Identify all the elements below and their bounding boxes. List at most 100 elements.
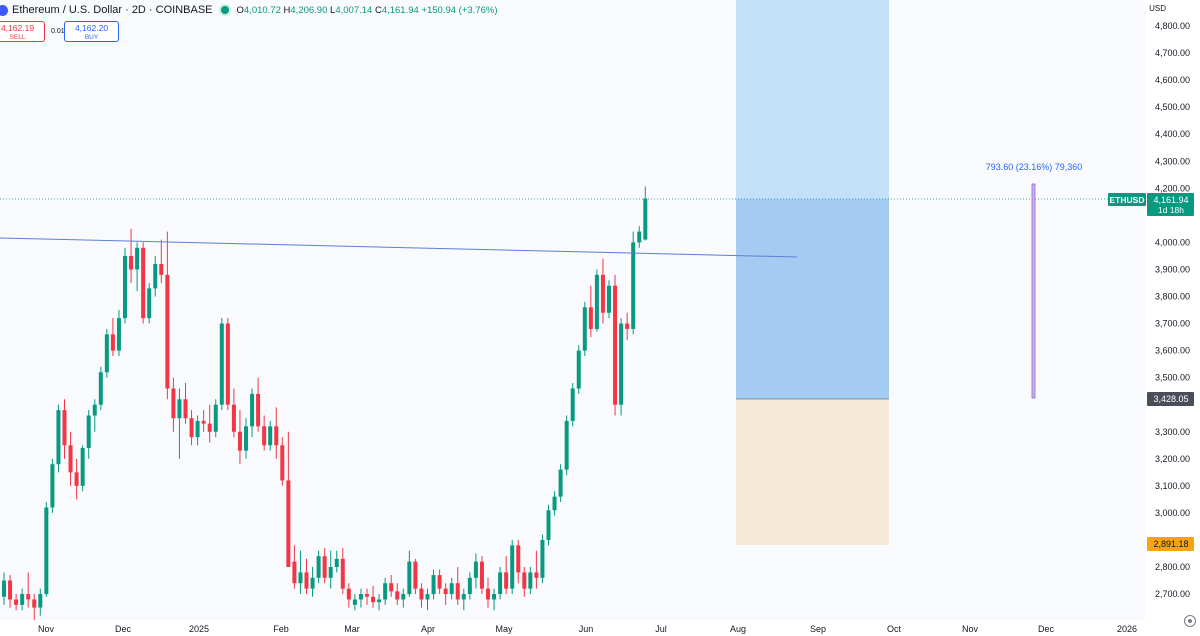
candle-body	[201, 420, 206, 424]
price-tick-label: 4,400.00	[1155, 129, 1190, 139]
ethereum-logo-icon	[0, 4, 8, 16]
candle-body	[322, 556, 327, 578]
countdown-label: 1d 18h	[1158, 205, 1184, 215]
trendline[interactable]	[0, 237, 798, 258]
candle-body	[607, 285, 611, 313]
time-tick-label: Jun	[579, 624, 594, 634]
price-tick-label: 4,500.00	[1155, 102, 1190, 112]
spread-value: 0.01	[51, 28, 65, 35]
candle-body	[135, 247, 140, 270]
candle-body	[141, 247, 146, 319]
price-tick-label: 3,800.00	[1155, 292, 1190, 302]
candle-body	[449, 583, 454, 595]
candle-body	[413, 561, 418, 589]
candle-body	[461, 594, 466, 600]
time-tick-label: 2026	[1117, 624, 1137, 634]
low-value: 4,007.14	[335, 4, 373, 16]
candle-body	[274, 426, 279, 446]
candle-body	[237, 431, 242, 451]
sell-price: 4,162.19	[0, 23, 35, 33]
candle-body	[358, 594, 363, 600]
time-tick-label: Mar	[344, 624, 360, 634]
candle-body	[365, 594, 369, 597]
ethusd-symbol-tag	[1108, 193, 1146, 206]
candle-body	[552, 496, 557, 511]
chart-header: Ethereum / U.S. Dollar · 2D · COINBASE O…	[0, 0, 498, 20]
price-tick-label: 4,800.00	[1155, 21, 1190, 31]
candle-body	[189, 418, 194, 438]
candle-body	[147, 288, 152, 319]
close-label: C	[374, 4, 382, 16]
target-zone-upper	[736, 0, 889, 199]
candle-body	[395, 591, 400, 600]
market-open-icon	[220, 6, 229, 14]
stop-price-label: 3,428.05	[1153, 394, 1188, 404]
candle-body	[631, 242, 636, 329]
candle-body	[588, 307, 593, 329]
candle-body	[546, 510, 551, 540]
candle-body	[153, 264, 158, 289]
candle-body	[231, 404, 236, 432]
stop-zone	[736, 399, 889, 545]
candle-body	[298, 572, 303, 584]
buy-button[interactable]: 4,162.20 BUY	[64, 21, 119, 42]
candle-body	[183, 399, 188, 419]
candle-body	[32, 599, 37, 608]
price-tick-label: 2,800.00	[1155, 562, 1190, 572]
time-tick-label: 2025	[189, 624, 209, 634]
candle-body	[280, 445, 285, 481]
price-tick-label: 4,600.00	[1155, 75, 1190, 85]
price-axis-background	[1145, 0, 1200, 636]
candle-body	[80, 447, 85, 486]
ethusd-symbol-label: ETHUSD	[1110, 195, 1145, 205]
candle-body	[498, 572, 503, 595]
candle-body	[171, 388, 176, 419]
candle-body	[540, 539, 545, 578]
price-tick-label: 3,900.00	[1155, 264, 1190, 274]
target-zone-lower	[736, 199, 889, 399]
candle-body	[558, 469, 563, 497]
time-tick-label: May	[495, 624, 513, 634]
measure-bar[interactable]	[1031, 183, 1036, 399]
symbol-title[interactable]: Ethereum / U.S. Dollar · 2D · COINBASE	[12, 4, 213, 16]
chart-settings-icon[interactable]	[1184, 615, 1196, 627]
time-tick-label: Dec	[115, 624, 132, 634]
candle-body	[207, 423, 212, 432]
candle-body	[352, 599, 357, 605]
candle-body	[129, 255, 134, 270]
sell-button[interactable]: 4,162.19 SELL	[0, 21, 45, 42]
candle-body	[110, 334, 115, 351]
time-tick-label: Apr	[421, 624, 435, 634]
candle-body	[213, 404, 218, 432]
price-tick-label: 3,700.00	[1155, 319, 1190, 329]
time-tick-label: Dec	[1038, 624, 1055, 634]
time-tick-label: Aug	[730, 624, 746, 634]
candle-body	[564, 420, 569, 470]
time-axis-ticks: Nov Dec 2025 Feb Mar Apr May Jun Jul Aug Sep Oct Nov…	[38, 624, 1137, 634]
candle-body	[582, 307, 587, 351]
currency-label[interactable]: USD	[1149, 4, 1166, 13]
candle-body	[38, 594, 43, 608]
open-label: O	[236, 4, 244, 16]
target-price-label: 2,891.18	[1153, 539, 1188, 549]
candle-body	[389, 583, 394, 592]
candle-body	[268, 426, 273, 446]
ohlc-values: O4,010.72 H4,206.90 L4,007.14 C4,161.94 …	[237, 5, 498, 16]
candle-body	[219, 323, 224, 405]
candle-body	[244, 426, 248, 451]
candle-body	[510, 545, 515, 589]
candle-body	[20, 594, 25, 605]
candle-body	[534, 572, 539, 578]
time-tick-label: Oct	[887, 624, 902, 634]
candle-body	[637, 231, 642, 243]
current-price-label: 4,161.94	[1153, 195, 1188, 205]
candle-body	[165, 274, 170, 389]
candle-body	[467, 577, 472, 595]
buy-price: 4,162.20	[74, 23, 109, 33]
low-label: L	[330, 4, 336, 16]
candle-body	[292, 561, 297, 584]
candle-body	[286, 480, 291, 567]
candle-body	[570, 388, 575, 421]
